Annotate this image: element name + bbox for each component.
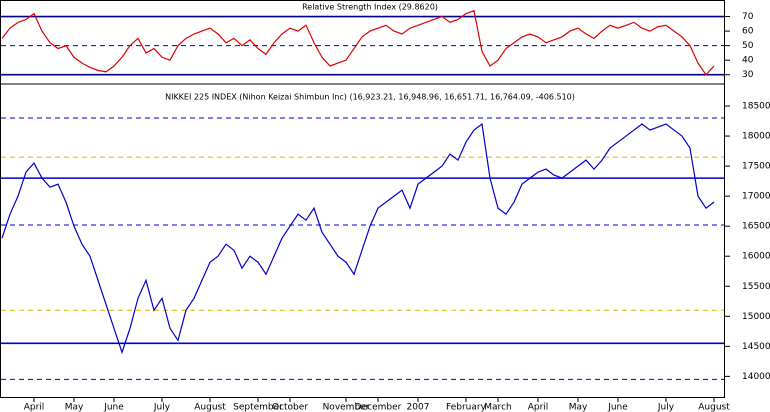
- x-tick-label: May: [569, 403, 588, 412]
- y-tick-label: 16000: [742, 252, 770, 262]
- series-line: [1, 122, 715, 355]
- x-tick-label: July: [657, 403, 675, 412]
- y-tick-label: 18000: [742, 132, 770, 142]
- y-tick-label: 14500: [742, 342, 770, 352]
- y-tick-label: 15500: [742, 282, 770, 292]
- series-line: [1, 9, 715, 76]
- y-tick-label: 50: [742, 41, 754, 51]
- x-tick-label: June: [607, 403, 628, 412]
- y-tick-label: 16500: [742, 222, 770, 232]
- x-tick-label: July: [153, 403, 171, 412]
- y-tick-label: 60: [742, 27, 754, 37]
- x-tick-label: 2007: [407, 403, 430, 412]
- x-tick-label: October: [272, 403, 308, 412]
- x-tick-label: June: [103, 403, 124, 412]
- y-tick-label: 17000: [742, 192, 770, 202]
- rsi-title: Relative Strength Index (29.8620): [302, 3, 438, 12]
- y-tick-label: 17500: [742, 162, 770, 172]
- x-tick-label: March: [484, 403, 511, 412]
- x-tick-label: May: [65, 403, 84, 412]
- plot-frame: [0, 0, 725, 398]
- y-tick-label: 14000: [742, 372, 770, 382]
- x-tick-label: September: [233, 403, 283, 412]
- x-tick-label: November: [323, 403, 370, 412]
- x-tick-label: August: [698, 403, 730, 412]
- y-tick-label: 30: [742, 70, 754, 80]
- y-tick-label: 18500: [742, 102, 770, 112]
- x-tick-label: April: [528, 403, 549, 412]
- x-tick-label: February: [446, 403, 487, 412]
- x-tick-label: April: [24, 403, 45, 412]
- y-tick-label: 70: [742, 12, 754, 22]
- x-tick-label: December: [355, 403, 402, 412]
- y-tick-label: 40: [742, 56, 754, 66]
- price-title: NIKKEI 225 INDEX (Nihon Keizai Shimbun I…: [165, 93, 575, 102]
- y-tick-label: 15000: [742, 312, 770, 322]
- x-tick-label: August: [194, 403, 226, 412]
